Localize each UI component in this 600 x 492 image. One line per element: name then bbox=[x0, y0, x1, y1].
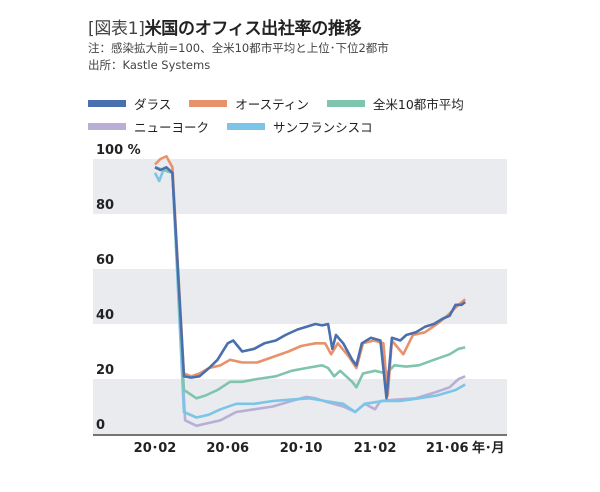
figure-number: [図表1] bbox=[88, 19, 145, 39]
grid-band bbox=[93, 269, 507, 324]
legend-label: ダラス bbox=[134, 97, 172, 112]
x-tick-label: 20･10 bbox=[280, 441, 323, 456]
y-tick-label: 40 bbox=[96, 308, 114, 323]
y-tick-label: 60 bbox=[96, 253, 114, 268]
title-text: 米国のオフィス出社率の推移 bbox=[144, 19, 362, 39]
x-axis-label: 年･月 bbox=[472, 440, 505, 456]
x-tick-label: 20･02 bbox=[134, 441, 177, 456]
legend-row-2: ニューヨーク サンフランシスコ bbox=[88, 117, 373, 136]
legend-swatch bbox=[88, 123, 126, 130]
y-tick-label: 20 bbox=[96, 363, 114, 378]
chart-title: [図表1]米国のオフィス出社率の推移 bbox=[88, 14, 362, 39]
chart-note: 注：感染拡大前=100、全米10都市平均と上位･下位2都市 bbox=[88, 41, 389, 55]
legend-swatch bbox=[189, 100, 228, 107]
legend-item: ダラス bbox=[88, 94, 171, 113]
legend-item: 全米10都市平均 bbox=[326, 94, 464, 113]
legend-swatch bbox=[227, 123, 266, 130]
legend-item: サンフランシスコ bbox=[227, 117, 373, 136]
legend-item: ニューヨーク bbox=[88, 117, 209, 136]
legend-item: オースティン bbox=[189, 94, 309, 113]
x-tick-label: 21･06 bbox=[426, 441, 469, 456]
series-line-1 bbox=[154, 155, 467, 397]
chart-source: 出所：Kastle Systems bbox=[88, 58, 211, 72]
grid-band bbox=[93, 379, 507, 434]
legend-label: オースティン bbox=[235, 97, 309, 112]
legend-label: ニューヨーク bbox=[134, 120, 210, 135]
legend-label: サンフランシスコ bbox=[273, 120, 373, 135]
y-tick-label: 80 bbox=[96, 198, 114, 213]
legend-swatch bbox=[88, 100, 126, 107]
legend-row-1: ダラス オースティン 全米10都市平均 bbox=[88, 94, 464, 113]
series-line-0 bbox=[154, 166, 466, 400]
legend-swatch bbox=[326, 100, 365, 107]
series-line-2 bbox=[154, 166, 466, 400]
x-tick-label: 21･02 bbox=[354, 441, 397, 456]
legend-label: 全米10都市平均 bbox=[372, 97, 464, 112]
y-tick-label: 100 % bbox=[96, 143, 141, 158]
y-tick-label: 0 bbox=[96, 418, 105, 433]
x-tick-label: 20･06 bbox=[206, 441, 249, 456]
